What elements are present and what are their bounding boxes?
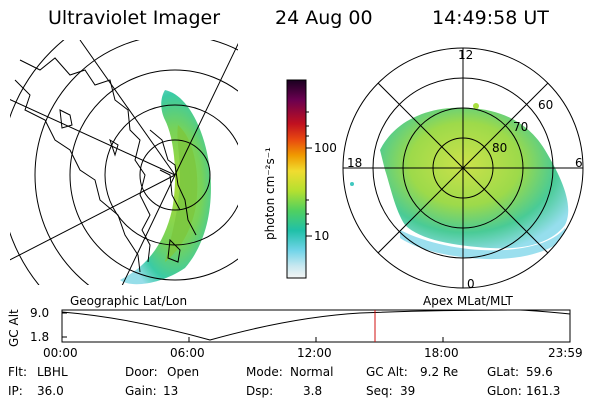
geographic-map	[10, 40, 238, 285]
altitude-ytick-1-8: 1.8	[30, 330, 50, 344]
status-seq-value: 39	[400, 384, 416, 398]
geo-lon-lines	[10, 40, 238, 285]
status-door-key: Door:	[125, 365, 158, 379]
status-ip-key: IP:	[8, 384, 23, 398]
status-flt-key: Flt:	[8, 365, 27, 379]
altitude-xtick-1800: 18:00	[424, 346, 459, 360]
altitude-plot	[61, 309, 571, 343]
status-glat-key: GLat:	[487, 365, 520, 379]
altitude-xtick-0600: 06:00	[170, 346, 205, 360]
polar-grid	[342, 47, 584, 289]
status-mode-key: Mode:	[246, 365, 283, 379]
status-glon-key: GLon:	[487, 384, 522, 398]
status-mode-value: Normal	[290, 365, 334, 379]
status-dsp-value: 3.8	[303, 384, 323, 398]
status-glat-value: 59.6	[526, 365, 553, 379]
geo-coastlines	[14, 57, 197, 273]
mlat-label-80: 80	[492, 141, 508, 155]
instrument-title: Ultraviolet Imager	[48, 7, 221, 29]
altitude-xticks	[61, 312, 571, 342]
status-gcalt-value: 9.2 Re	[420, 365, 459, 379]
colorbar-tick-10: 10	[314, 229, 330, 243]
status-door-value: Open	[167, 365, 200, 379]
status-gain-value: 13	[163, 384, 179, 398]
colorbar-unit-label: photon cm⁻²s⁻¹	[263, 147, 277, 240]
altitude-xtick-0000: 00:00	[43, 346, 78, 360]
polar-map	[342, 47, 584, 289]
geo-aurora-inner	[165, 125, 198, 262]
altitude-ylabel: GC Alt	[7, 309, 21, 347]
polar-panel-label: Apex MLat/MLT	[423, 294, 513, 308]
geo-aurora-oval	[120, 90, 211, 285]
status-dsp-key: Dsp:	[246, 384, 274, 398]
mlat-label-70: 70	[513, 120, 529, 134]
status-ip-value: 36.0	[37, 384, 64, 398]
status-seq-key: Seq:	[366, 384, 393, 398]
status-flt-value: LBHL	[37, 365, 68, 379]
geographic-panel-label: Geographic Lat/Lon	[70, 294, 188, 308]
polar-aurora-oval	[380, 107, 569, 249]
altitude-curve	[61, 309, 571, 341]
mlt-label-6: 6	[575, 156, 583, 170]
mlat-label-60: 60	[538, 98, 554, 112]
status-glon-value: 161.3	[526, 384, 561, 398]
status-gcalt-key: GC Alt:	[366, 365, 408, 379]
date-label: 24 Aug 00	[275, 7, 373, 29]
mlt-label-0: 0	[467, 277, 475, 291]
altitude-xtick-2359: 23:59	[548, 346, 583, 360]
time-label: 14:49:58 UT	[432, 7, 549, 29]
mlt-label-12: 12	[458, 48, 474, 62]
mlt-label-18: 18	[347, 156, 363, 170]
polar-aurora-fringe	[400, 228, 568, 260]
polar-aurora-speck	[350, 182, 354, 186]
colorbar-ticks	[306, 111, 312, 237]
polar-aurora-spot	[473, 103, 479, 109]
colorbar-tick-100: 100	[314, 141, 337, 155]
altitude-plot-frame	[61, 309, 571, 343]
status-gain-key: Gain:	[125, 384, 157, 398]
altitude-ytick-9: 9.0	[30, 306, 50, 320]
altitude-xtick-1200: 12:00	[297, 346, 332, 360]
colorbar	[286, 79, 307, 279]
